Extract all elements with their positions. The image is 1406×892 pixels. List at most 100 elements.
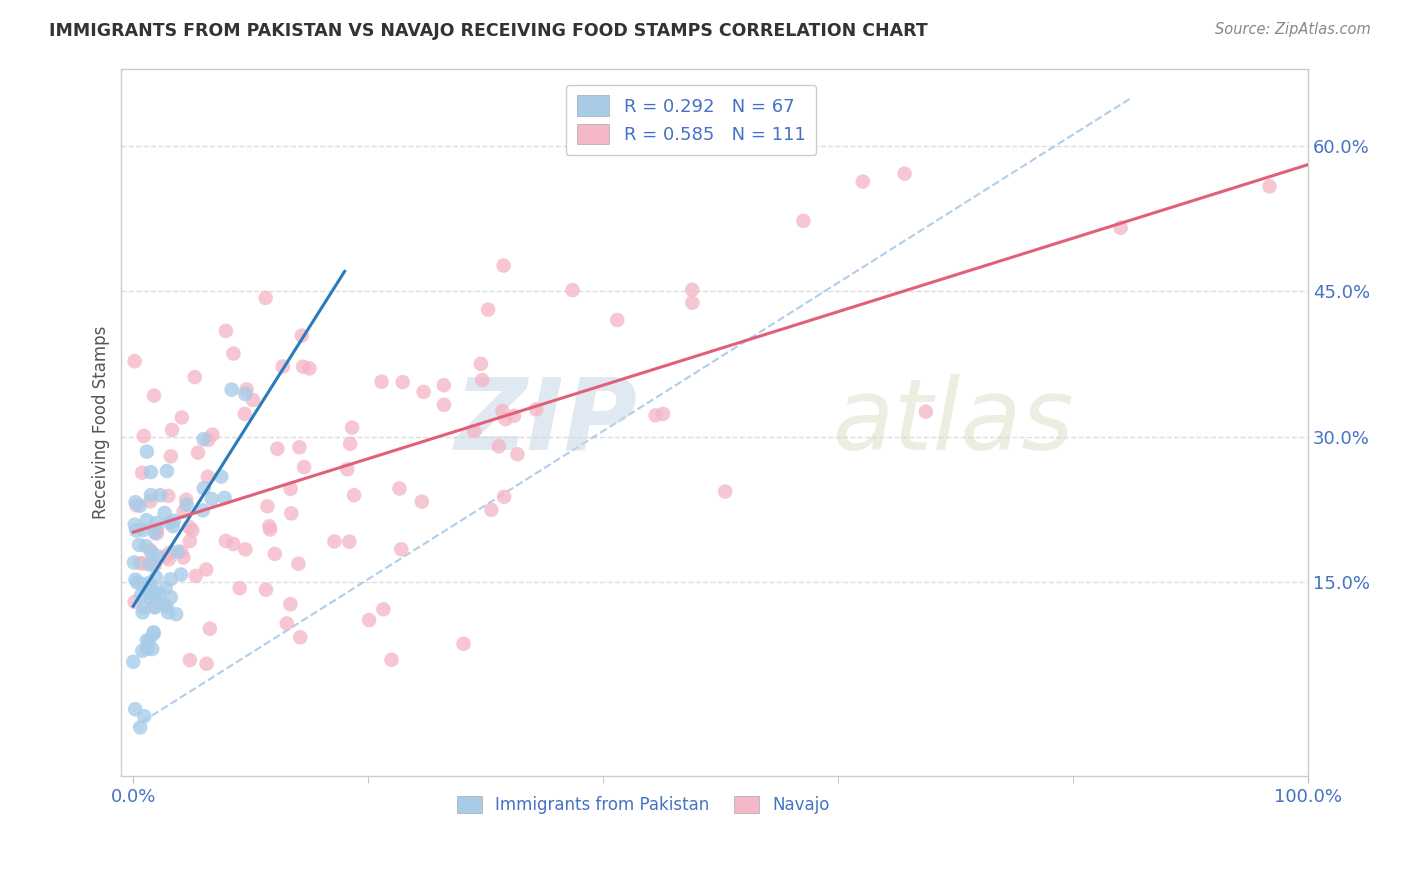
Point [132, 429, 155, 443]
Point [323, 534, 346, 549]
Point [235, 382, 257, 396]
Point [132, 601, 155, 615]
Point [606, 313, 628, 327]
Point [681, 295, 703, 310]
Point [209, 469, 232, 483]
Point [146, 524, 169, 538]
Point [256, 500, 278, 514]
Point [160, 450, 183, 464]
Point [143, 389, 166, 403]
Point [142, 588, 165, 602]
Point [138, 634, 160, 648]
Point [222, 537, 245, 551]
Point [412, 384, 434, 399]
Point [198, 622, 221, 636]
Y-axis label: Receiving Food Stamps: Receiving Food Stamps [93, 326, 110, 519]
Point [176, 498, 198, 512]
Point [291, 328, 314, 343]
Point [263, 547, 285, 561]
Point [134, 709, 156, 723]
Point [125, 499, 148, 513]
Point [339, 437, 361, 451]
Point [254, 291, 277, 305]
Point [125, 524, 148, 538]
Point [129, 499, 152, 513]
Point [124, 595, 146, 609]
Point [340, 420, 363, 434]
Point [160, 591, 183, 605]
Point [652, 407, 675, 421]
Point [146, 526, 169, 541]
Point [174, 492, 197, 507]
Point [138, 591, 160, 605]
Point [193, 481, 215, 495]
Point [463, 424, 485, 438]
Point [561, 283, 583, 297]
Point [292, 460, 315, 475]
Point [129, 556, 152, 570]
Point [477, 302, 499, 317]
Point [1258, 179, 1281, 194]
Point [122, 556, 145, 570]
Point [127, 575, 149, 590]
Point [193, 432, 215, 446]
Point [266, 442, 288, 456]
Point [280, 507, 302, 521]
Point [129, 720, 152, 734]
Point [215, 533, 238, 548]
Point [145, 570, 167, 584]
Point [141, 545, 163, 559]
Point [166, 545, 188, 559]
Point [143, 588, 166, 602]
Point [195, 562, 218, 576]
Point [681, 283, 703, 297]
Point [292, 359, 315, 374]
Point [179, 653, 201, 667]
Point [173, 550, 195, 565]
Point [124, 517, 146, 532]
Point [524, 402, 547, 417]
Point [280, 482, 302, 496]
Point [155, 549, 177, 563]
Point [138, 558, 160, 572]
Point [152, 597, 174, 611]
Point [184, 569, 207, 583]
Point [131, 466, 153, 480]
Point [184, 370, 207, 384]
Point [197, 470, 219, 484]
Point [287, 557, 309, 571]
Point [453, 637, 475, 651]
Point [792, 214, 814, 228]
Point [132, 556, 155, 570]
Point [254, 582, 277, 597]
Point [336, 462, 359, 476]
Point [124, 354, 146, 368]
Point [138, 576, 160, 591]
Point [141, 642, 163, 657]
Point [228, 581, 250, 595]
Point [170, 544, 193, 558]
Point [259, 519, 281, 533]
Point [214, 491, 236, 505]
Point [298, 361, 321, 376]
Point [276, 616, 298, 631]
Point [233, 407, 256, 421]
Point [124, 495, 146, 509]
Point [148, 586, 170, 600]
Point [187, 445, 209, 459]
Point [893, 167, 915, 181]
Point [124, 702, 146, 716]
Text: ZIP: ZIP [454, 374, 637, 471]
Point [388, 482, 411, 496]
Point [139, 494, 162, 508]
Text: atlas: atlas [834, 374, 1076, 471]
Point [359, 613, 381, 627]
Point [195, 657, 218, 671]
Point [170, 567, 193, 582]
Point [503, 409, 526, 423]
Point [179, 520, 201, 534]
Point [141, 579, 163, 593]
Point [506, 447, 529, 461]
Point [136, 641, 159, 656]
Point [337, 534, 360, 549]
